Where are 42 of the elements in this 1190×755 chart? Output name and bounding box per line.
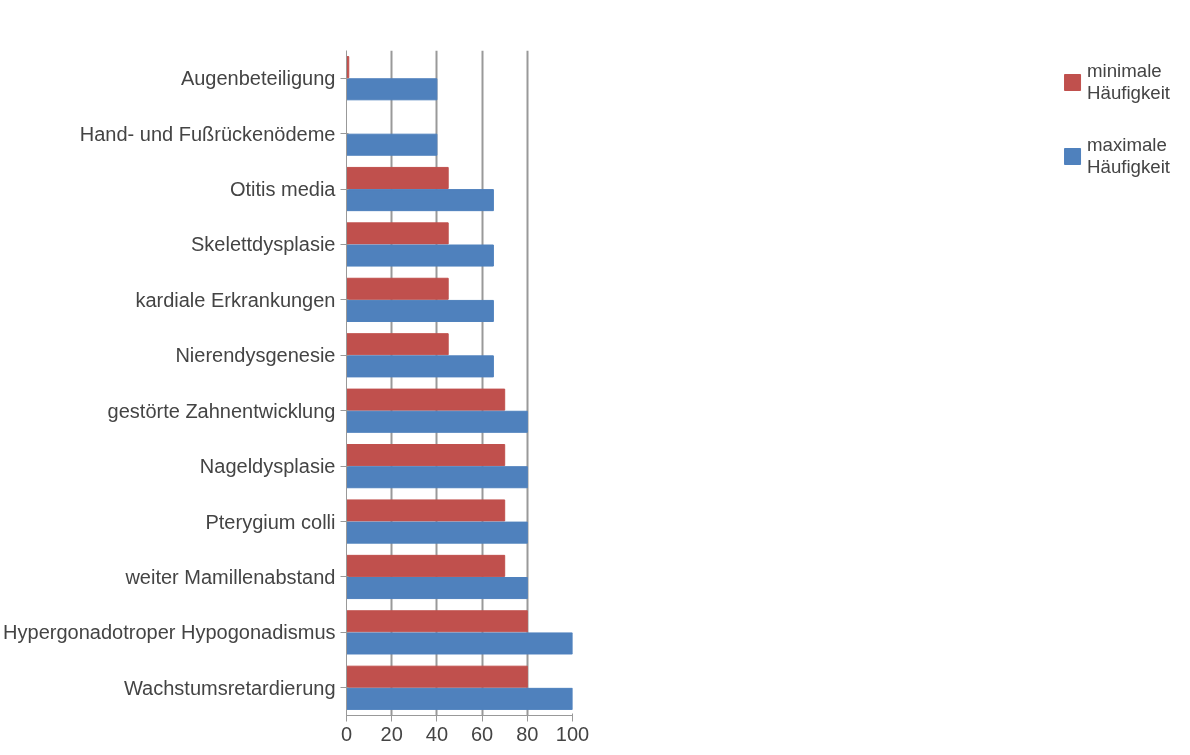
- bar: [346, 521, 528, 544]
- bar: [346, 355, 494, 378]
- x-tick-label: 20: [380, 722, 403, 745]
- bar: [346, 665, 528, 688]
- bar: [346, 166, 449, 189]
- bar: [346, 299, 494, 322]
- bar: [346, 444, 506, 467]
- y-tick-label: Skelettdysplasie: [190, 233, 336, 256]
- bar: [346, 687, 573, 710]
- bar: [346, 244, 494, 267]
- y-tick-label: Hypergonadotroper Hypogonadismus: [3, 621, 336, 644]
- y-tick-label: Hand- und Fußrückenödeme: [79, 122, 336, 145]
- bar: [346, 277, 449, 300]
- bar: [346, 133, 438, 156]
- bar: [346, 632, 573, 655]
- y-tick-label: Nierendysgenesie: [175, 344, 336, 367]
- bar: [346, 388, 506, 411]
- y-tick-label: Wachstumsretardierung: [123, 676, 336, 699]
- x-tick-label: 100: [555, 722, 590, 745]
- y-tick-label: Pterygium colli: [205, 510, 336, 533]
- bar: [346, 554, 506, 577]
- bar: [346, 189, 494, 212]
- legend-label: minimale Häufigkeit: [1087, 60, 1170, 104]
- bar: [346, 78, 438, 101]
- bar: [346, 410, 528, 433]
- bar: [346, 610, 528, 633]
- bar: [346, 466, 528, 489]
- bar: [346, 577, 528, 600]
- legend-label: maximale Häufigkeit: [1087, 134, 1170, 178]
- y-tick-label: kardiale Erkrankungen: [135, 288, 336, 311]
- x-tick-label: 0: [340, 722, 353, 745]
- bar: [346, 333, 449, 356]
- x-tick-label: 60: [470, 722, 494, 745]
- bar: [346, 499, 506, 522]
- x-tick-label: 40: [425, 722, 449, 745]
- y-tick-label: gestörte Zahnentwicklung: [107, 399, 336, 422]
- y-tick-label: weiter Mamillenabstand: [124, 565, 336, 588]
- x-tick-label: 80: [516, 722, 539, 745]
- y-tick-label: Nageldysplasie: [199, 455, 336, 478]
- y-tick-label: Augenbeteiligung: [180, 67, 336, 90]
- bar: [346, 222, 449, 245]
- y-tick-label: Otitis media: [229, 178, 337, 201]
